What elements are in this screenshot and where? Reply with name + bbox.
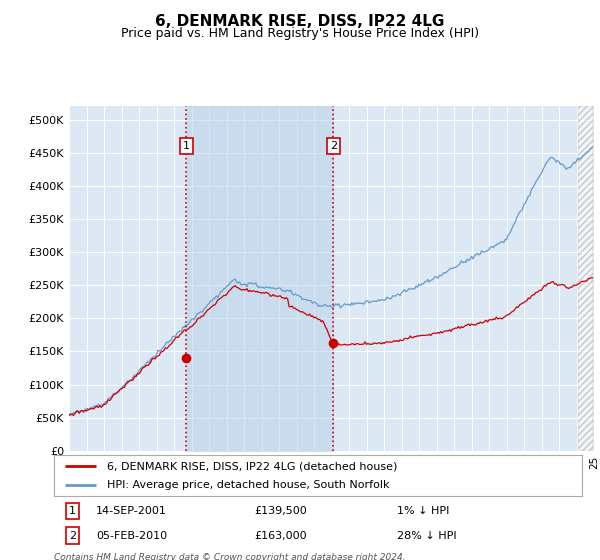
Text: 28% ↓ HPI: 28% ↓ HPI <box>397 530 457 540</box>
Text: 1% ↓ HPI: 1% ↓ HPI <box>397 506 449 516</box>
Text: £163,000: £163,000 <box>254 530 307 540</box>
Text: 05-FEB-2010: 05-FEB-2010 <box>96 530 167 540</box>
Text: £139,500: £139,500 <box>254 506 307 516</box>
Text: HPI: Average price, detached house, South Norfolk: HPI: Average price, detached house, Sout… <box>107 480 389 489</box>
Text: 6, DENMARK RISE, DISS, IP22 4LG: 6, DENMARK RISE, DISS, IP22 4LG <box>155 14 445 29</box>
Text: 14-SEP-2001: 14-SEP-2001 <box>96 506 167 516</box>
Text: Price paid vs. HM Land Registry's House Price Index (HPI): Price paid vs. HM Land Registry's House … <box>121 27 479 40</box>
Text: 1: 1 <box>183 141 190 151</box>
Text: 2: 2 <box>329 141 337 151</box>
Text: Contains HM Land Registry data © Crown copyright and database right 2024.
This d: Contains HM Land Registry data © Crown c… <box>54 553 406 560</box>
Text: 2: 2 <box>69 530 76 540</box>
Text: 6, DENMARK RISE, DISS, IP22 4LG (detached house): 6, DENMARK RISE, DISS, IP22 4LG (detache… <box>107 461 397 471</box>
Text: 1: 1 <box>69 506 76 516</box>
